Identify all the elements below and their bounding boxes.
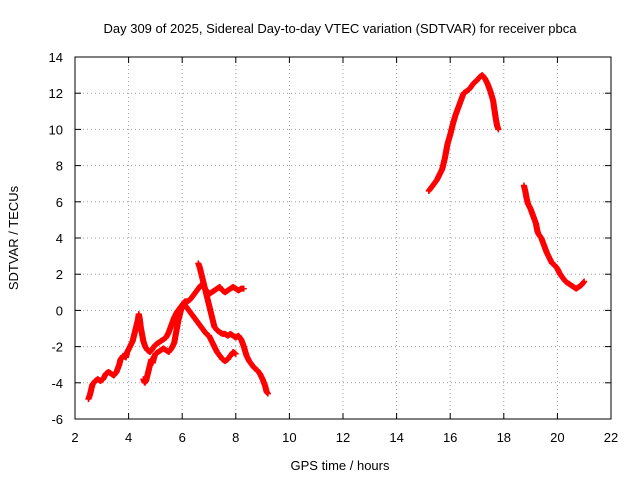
chart-title: Day 309 of 2025, Sidereal Day-to-day VTE… [103, 21, 577, 36]
x-axis-label: GPS time / hours [291, 458, 390, 473]
x-tick-label: 12 [336, 430, 350, 445]
series-track-4 [425, 72, 502, 194]
x-tick-label: 2 [71, 430, 78, 445]
x-tick-label: 16 [443, 430, 457, 445]
x-tick-label: 22 [604, 430, 618, 445]
data-point [232, 350, 239, 357]
y-tick-label: -6 [51, 412, 63, 427]
y-tick-label: 12 [49, 86, 63, 101]
data-point [495, 126, 502, 133]
plot-frame [74, 56, 612, 420]
series-track-5 [520, 182, 588, 292]
x-tick-label: 10 [282, 430, 296, 445]
x-tick-label: 8 [232, 430, 239, 445]
data-point [264, 390, 271, 397]
y-tick-label: 2 [56, 267, 63, 282]
data-points [85, 72, 588, 403]
series-track-2 [140, 300, 239, 386]
x-tick-label: 20 [550, 430, 564, 445]
y-tick-label: 14 [49, 50, 63, 65]
x-tick-label: 4 [125, 430, 132, 445]
tick-labels: 2 4 6 8 10 12 14 16 18 20 22 -6 -4 -2 0 2 4 6 8 10 12 14 [49, 50, 619, 445]
y-tick-label: -4 [51, 376, 63, 391]
y-tick-label: 8 [56, 159, 63, 174]
y-tick-label: 10 [49, 122, 63, 137]
x-tick-label: 14 [389, 430, 403, 445]
data-point [581, 278, 588, 285]
y-tick-label: -2 [51, 340, 63, 355]
x-tick-label: 18 [497, 430, 511, 445]
grid-lines [75, 57, 611, 419]
y-tick-label: 6 [56, 195, 63, 210]
series-track-1 [85, 282, 247, 403]
x-tick-label: 6 [179, 430, 186, 445]
y-axis-label: SDTVAR / TECUs [6, 185, 21, 290]
data-point [240, 285, 247, 292]
y-tick-label: 0 [56, 303, 63, 318]
series-track-3 [195, 260, 271, 397]
y-tick-label: 4 [56, 231, 63, 246]
